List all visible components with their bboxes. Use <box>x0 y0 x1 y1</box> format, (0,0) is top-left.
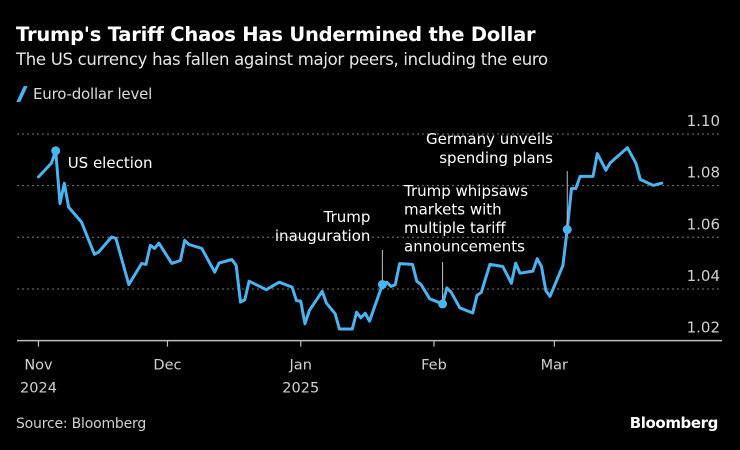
source-note: Source: Bloomberg <box>16 416 147 432</box>
chart-title: Trump's Tariff Chaos Has Undermined the … <box>16 23 536 46</box>
x-tick-label: Mar <box>541 358 568 374</box>
bloomberg-logo: Bloomberg <box>629 414 719 432</box>
series-line-euro-dollar <box>37 146 664 331</box>
legend-label: Euro-dollar level <box>33 85 153 103</box>
annotation-marker <box>51 146 61 156</box>
x-tick-year-label: 2025 <box>282 381 319 397</box>
y-tick-label: 1.04 <box>687 267 720 285</box>
annotation-trump-whipsaws: markets with <box>404 201 502 219</box>
annotation-trump-inauguration: Trump <box>323 208 371 226</box>
annotation-trump-whipsaws: multiple tariff <box>404 219 506 237</box>
x-tick-label: Jan <box>289 358 312 374</box>
legend: Euro-dollar level <box>16 85 152 103</box>
annotation-us-election: US election <box>68 154 153 172</box>
y-tick-label: 1.08 <box>687 164 720 182</box>
x-tick-year-label: 2024 <box>20 381 57 397</box>
annotation-trump-whipsaws: announcements <box>404 238 525 256</box>
chart-subtitle: The US currency has fallen against major… <box>16 50 548 69</box>
y-tick-label: 1.10 <box>687 112 720 130</box>
y-tick-label: 1.02 <box>687 319 720 337</box>
y-tick-label: 1.06 <box>687 215 720 233</box>
annotation-germany-spending: spending plans <box>439 149 553 167</box>
x-tick-label: Dec <box>153 358 181 374</box>
x-tick-label: Nov <box>24 358 53 374</box>
annotation-trump-whipsaws: Trump whipsaws <box>403 182 528 200</box>
annotation-marker <box>438 299 448 309</box>
annotation-marker <box>377 280 387 290</box>
annotation-trump-inauguration: inauguration <box>275 227 371 245</box>
x-tick-label: Feb <box>421 358 447 374</box>
annotation-marker <box>562 225 572 235</box>
annotation-germany-spending: Germany unveils <box>426 130 553 148</box>
